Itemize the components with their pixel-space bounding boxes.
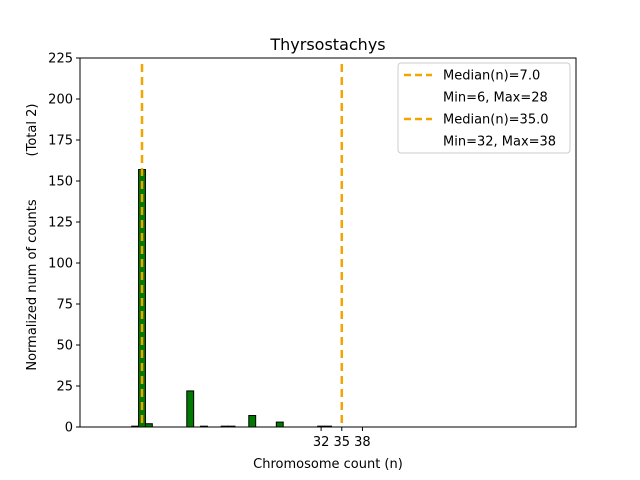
y-tick-label: 50 (56, 339, 73, 354)
x-tick-label: 38 (354, 435, 371, 450)
bar (275, 421, 284, 428)
chart-title: Thyrsostachys (269, 35, 385, 54)
y-tick-label: 0 (65, 421, 73, 436)
y-tick-label: 150 (48, 175, 73, 190)
legend-median-label-2: Median(n)=35.0 (443, 113, 549, 128)
median-lines-group (140, 64, 344, 427)
y-tick-label: 100 (48, 257, 73, 272)
y-axis-label: Normalized num of counts (25, 199, 40, 370)
bar (186, 390, 195, 428)
plot-frame (79, 57, 577, 428)
x-tick-label: 32 (313, 435, 330, 450)
y-tick-label: 25 (56, 380, 73, 395)
y-tick-label: 125 (48, 216, 73, 231)
x-tick-label: 35 (334, 435, 351, 450)
y-axis-ticks: 0 25 50 75 100 125 150 175 200 225 (48, 52, 80, 436)
x-axis-label: Chromosome count (n) (253, 457, 403, 472)
y-tick-label: 200 (48, 93, 73, 108)
y-tick-label: 175 (48, 134, 73, 149)
legend: Median(n)=7.0 Min=6, Max=28 Median(n)=35… (397, 62, 571, 154)
y-tick-label: 75 (56, 298, 73, 313)
legend-median-label-1: Median(n)=7.0 (443, 69, 540, 84)
legend-range-label-2: Min=32, Max=38 (443, 135, 556, 150)
x-axis-ticks: 32 35 38 (313, 427, 371, 450)
y-tick-label: 225 (48, 52, 73, 67)
legend-range-label-1: Min=6, Max=28 (443, 91, 548, 106)
y-axis-total-label: (Total 2) (25, 104, 40, 157)
legend-box (397, 62, 571, 154)
bar (248, 415, 257, 428)
